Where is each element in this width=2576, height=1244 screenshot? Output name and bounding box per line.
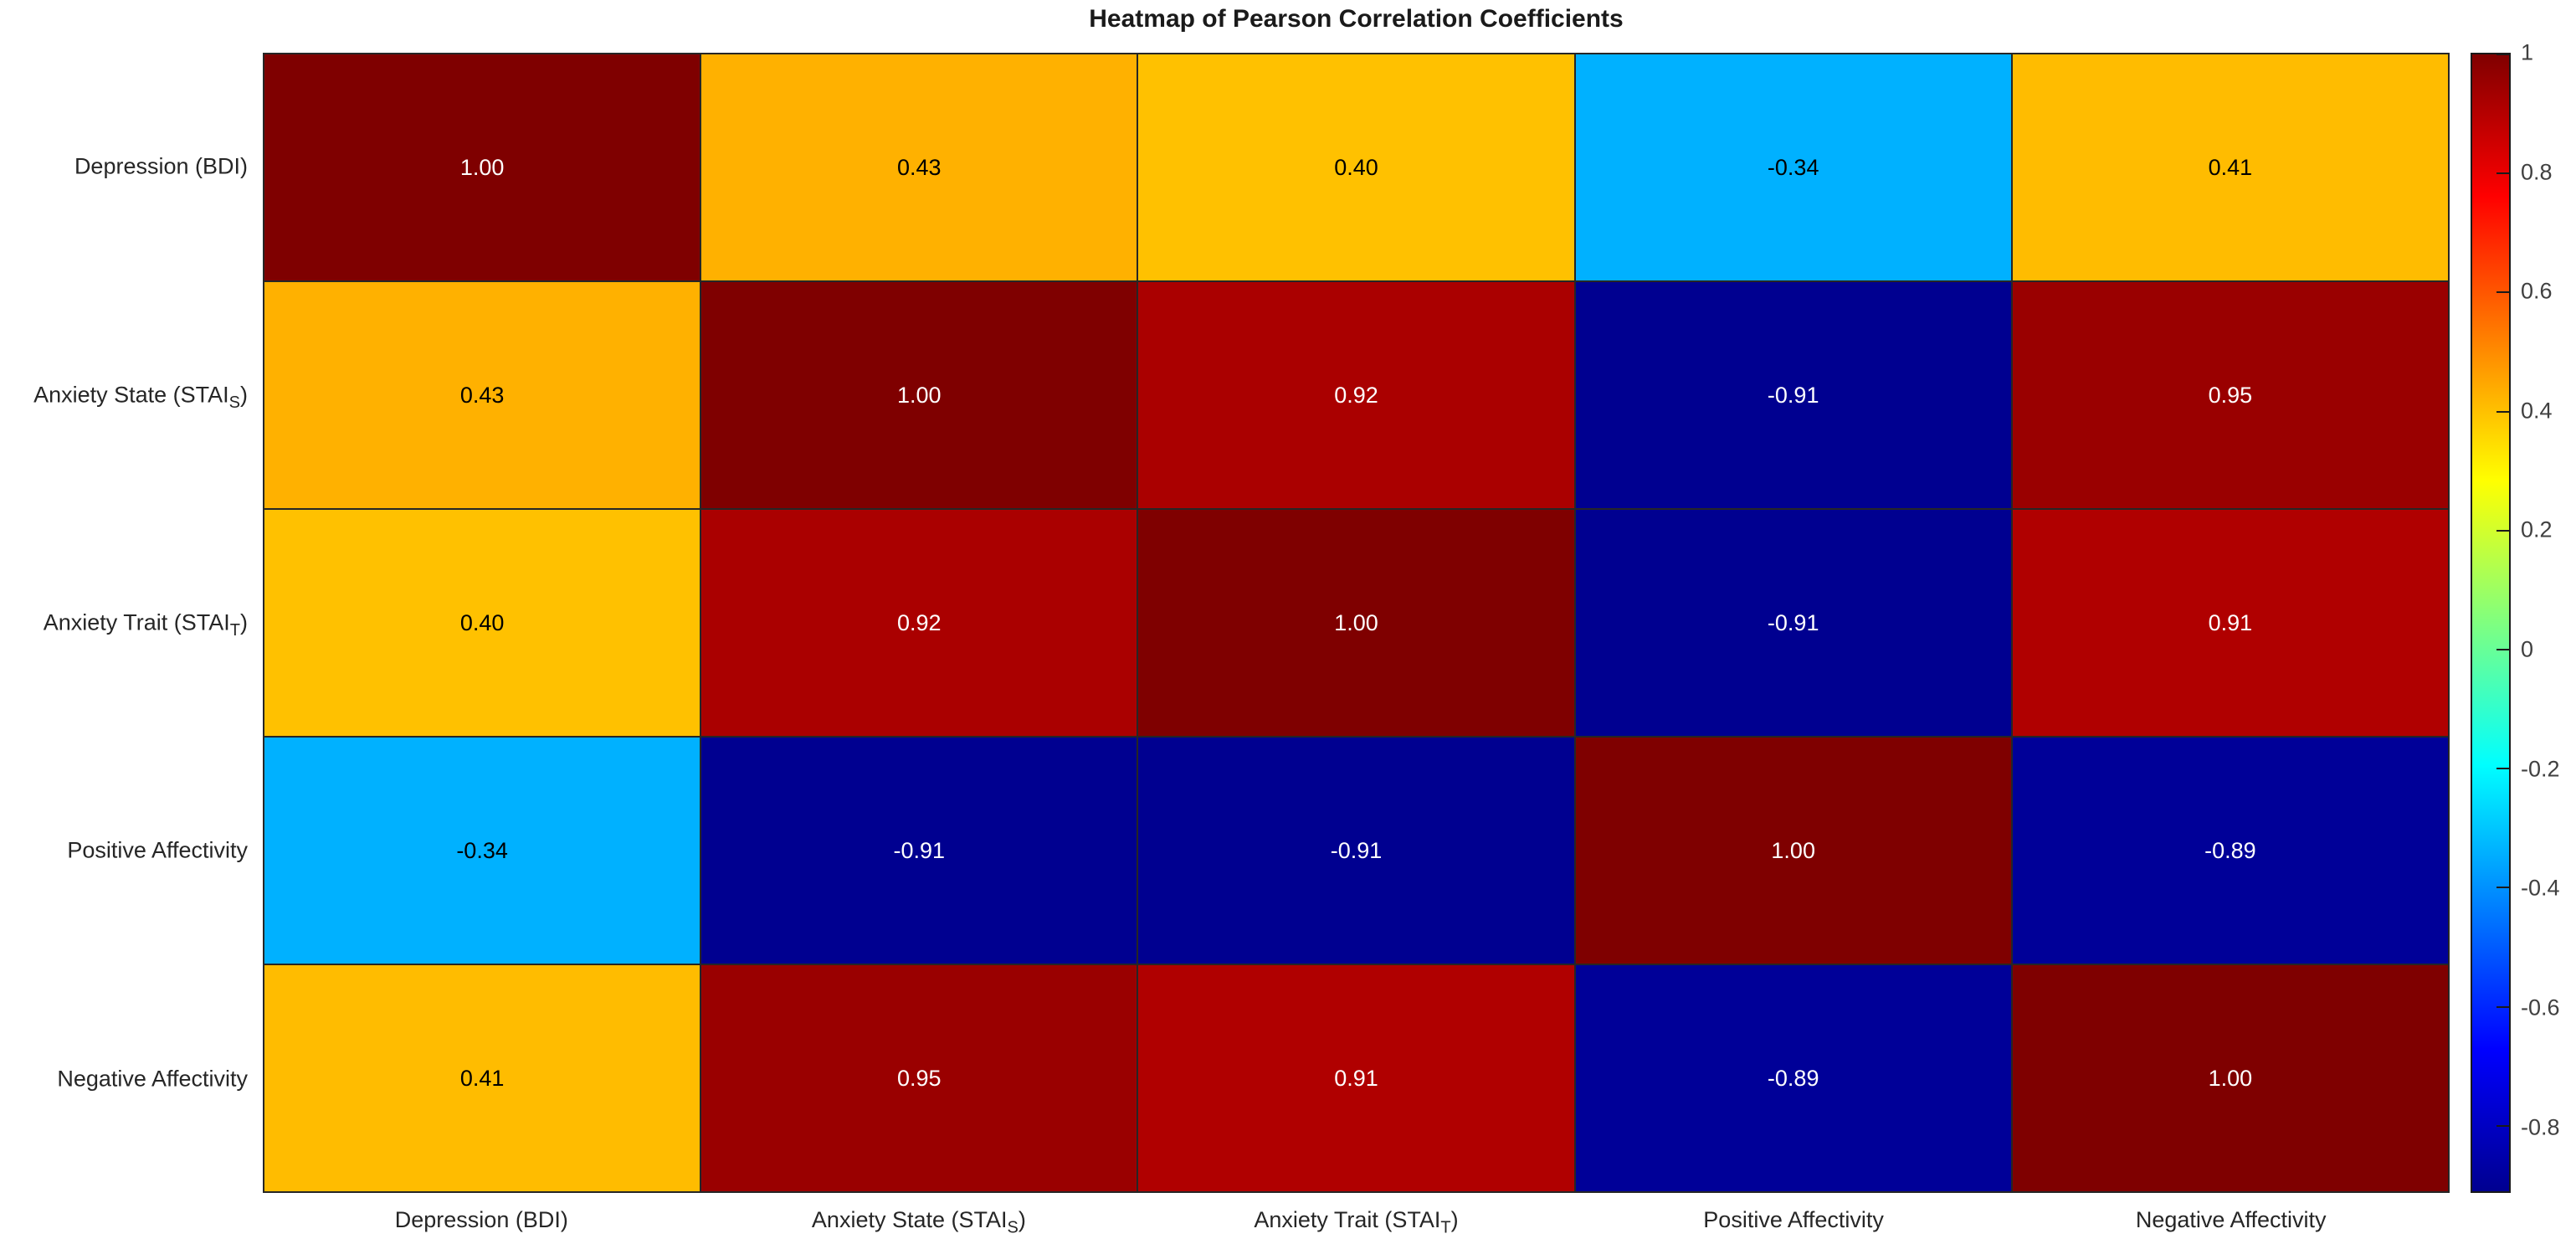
colorbar-tick: [2496, 1005, 2509, 1008]
colorbar-tick-label: 0.8: [2521, 159, 2553, 185]
heatmap-cell-r1c4: -0.34: [1575, 54, 2011, 280]
colorbar-tick-label: -0.4: [2521, 875, 2560, 901]
y-axis-label: Anxiety State (STAIS): [33, 382, 248, 412]
colorbar-tick: [2496, 291, 2509, 294]
colorbar-tick-label: -0.6: [2521, 995, 2560, 1020]
heatmap-cell-r1c2: 0.43: [701, 54, 1137, 280]
heatmap-cell-r5c4: -0.89: [1575, 965, 2011, 1191]
colorbar-tick: [2496, 648, 2509, 650]
x-axis-label: Anxiety Trait (STAIT): [1254, 1207, 1459, 1237]
heatmap-cell-r5c5: 1.00: [2012, 965, 2448, 1191]
colorbar-tick-label: -0.8: [2521, 1114, 2560, 1140]
heatmap-cell-r4c5: -0.89: [2012, 738, 2448, 964]
heatmap-cell-r4c2: -0.91: [701, 738, 1137, 964]
heatmap-cell-r3c2: 0.92: [701, 510, 1137, 736]
heatmap-cell-r2c5: 0.95: [2012, 282, 2448, 508]
heatmap-cell-r2c2: 1.00: [701, 282, 1137, 508]
heatmap-cell-r1c1: 1.00: [264, 54, 700, 280]
x-axis-labels: Depression (BDI) Anxiety State (STAIS) Anx…: [263, 1199, 2450, 1244]
x-axis-label: Negative Affectivity: [2135, 1207, 2327, 1232]
y-axis-label: Depression (BDI): [74, 153, 248, 179]
colorbar-tick-label: 0.2: [2521, 517, 2553, 542]
colorbar-tick: [2496, 1124, 2509, 1127]
heatmap-cell-r1c3: 0.40: [1138, 54, 1574, 280]
heatmap-cell-r5c2: 0.95: [701, 965, 1137, 1191]
colorbar-tick-labels: 1 0.8 0.6 0.4 0.2 0 -0.2 -0.4 -0.6 -0.8: [2521, 40, 2576, 1193]
colorbar-tick-label: 0: [2521, 636, 2534, 662]
heatmap-cell-r4c1: -0.34: [264, 738, 700, 964]
colorbar-tick-label: 0.4: [2521, 398, 2553, 424]
colorbar-tick: [2496, 529, 2509, 532]
colorbar-tick: [2496, 172, 2509, 175]
heatmap-cell-r3c1: 0.40: [264, 510, 700, 736]
heatmap-cell-r4c3: -0.91: [1138, 738, 1574, 964]
colorbar-tick: [2496, 54, 2509, 55]
heatmap-cell-r5c1: 0.41: [264, 965, 700, 1191]
colorbar-tick: [2496, 887, 2509, 889]
x-axis-label: Anxiety State (STAIS): [811, 1207, 1026, 1237]
heatmap-cell-r1c5: 0.41: [2012, 54, 2448, 280]
colorbar: [2471, 53, 2511, 1193]
colorbar-tick-label: -0.2: [2521, 756, 2560, 782]
colorbar-tick: [2496, 768, 2509, 770]
chart-title: Heatmap of Pearson Correlation Coefficie…: [1089, 5, 1624, 33]
heatmap-cell-r2c3: 0.92: [1138, 282, 1574, 508]
y-axis-label: Positive Affectivity: [67, 837, 248, 863]
heatmap-cell-r2c4: -0.91: [1575, 282, 2011, 508]
x-axis-label: Positive Affectivity: [1703, 1207, 1884, 1232]
heatmap-cell-r4c4: 1.00: [1575, 738, 2011, 964]
heatmap-cell-r3c4: -0.91: [1575, 510, 2011, 736]
y-axis-labels: Depression (BDI) Anxiety State (STAIS) Anx…: [0, 53, 253, 1193]
colorbar-gradient: [2472, 54, 2509, 1191]
colorbar-tick-label: 0.6: [2521, 278, 2553, 304]
heatmap-grid: 1.00 0.43 0.40 -0.34 0.41 0.43 1.00 0.92 -0.91 0.…: [263, 53, 2450, 1193]
heatmap-cell-r2c1: 0.43: [264, 282, 700, 508]
heatmap-cell-r5c3: 0.91: [1138, 965, 1574, 1191]
y-axis-label: Negative Affectivity: [57, 1066, 248, 1092]
colorbar-tick: [2496, 410, 2509, 413]
heatmap-cell-r3c3: 1.00: [1138, 510, 1574, 736]
colorbar-tick-label: 1: [2521, 39, 2534, 65]
y-axis-label: Anxiety Trait (STAIT): [43, 609, 248, 640]
heatmap-cell-r3c5: 0.91: [2012, 510, 2448, 736]
x-axis-label: Depression (BDI): [394, 1207, 568, 1232]
